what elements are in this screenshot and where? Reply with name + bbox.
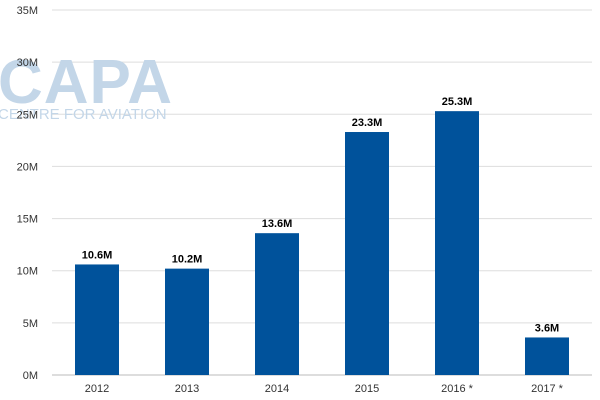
x-tick-label: 2016 * — [441, 383, 474, 395]
x-tick-label: 2013 — [175, 383, 199, 395]
x-tick-label: 2014 — [265, 383, 289, 395]
x-tick-label: 2015 — [355, 383, 379, 395]
data-label: 3.6M — [535, 322, 559, 334]
bar-2017 — [525, 337, 569, 375]
y-tick-label: 30M — [17, 57, 38, 69]
y-tick-label: 5M — [23, 318, 38, 330]
data-labels: 10.6M 10.2M 13.6M 23.3M 25.3M 3.6M — [82, 96, 560, 334]
y-axis-ticks: 0M 5M 10M 15M 20M 25M 30M 35M — [17, 5, 38, 382]
y-tick-label: 0M — [23, 370, 38, 382]
gridlines — [52, 9, 592, 376]
bar-2014 — [255, 233, 299, 375]
bar-2016 — [435, 111, 479, 376]
bar-2013 — [165, 268, 209, 375]
y-tick-label: 20M — [17, 161, 38, 173]
watermark-logo: CAPA — [0, 48, 173, 117]
bar-2012 — [75, 264, 119, 375]
data-label: 10.2M — [172, 254, 203, 266]
data-label: 13.6M — [262, 218, 293, 230]
y-tick-label: 10M — [17, 266, 38, 278]
data-label: 10.6M — [82, 249, 113, 261]
bar-2015 — [345, 132, 389, 375]
capa-watermark: CAPA CENTRE FOR AVIATION — [0, 48, 173, 123]
x-tick-label: 2017 * — [531, 383, 564, 395]
data-label: 25.3M — [442, 96, 473, 108]
y-tick-label: 35M — [17, 5, 38, 17]
data-label: 23.3M — [352, 117, 383, 129]
y-tick-label: 25M — [17, 109, 38, 121]
x-tick-label: 2012 — [85, 383, 109, 395]
y-tick-label: 15M — [17, 214, 38, 226]
bars — [75, 111, 569, 376]
watermark-subtitle: CENTRE FOR AVIATION — [0, 106, 167, 123]
x-axis-ticks: 2012 2013 2014 2015 2016 * 2017 * — [85, 383, 564, 395]
